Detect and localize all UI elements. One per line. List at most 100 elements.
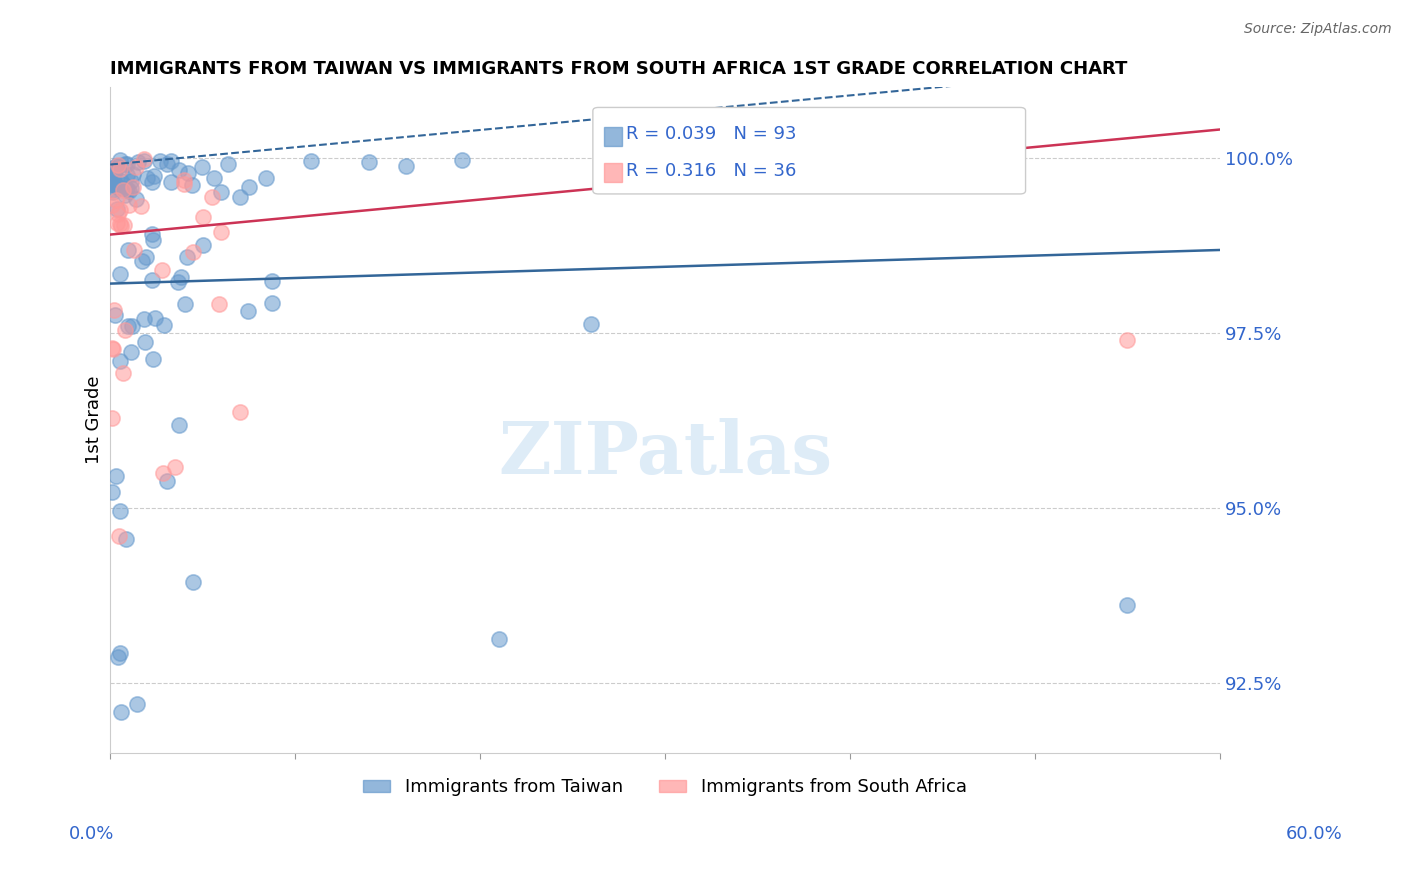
Point xyxy=(120,181,142,195)
Point xyxy=(115,182,138,196)
Point xyxy=(104,163,127,178)
Point xyxy=(107,649,129,664)
Text: 0.0%: 0.0% xyxy=(69,825,114,843)
Point xyxy=(125,192,148,206)
Point xyxy=(103,161,125,175)
Point xyxy=(152,318,174,333)
Point xyxy=(121,180,143,194)
Point xyxy=(229,190,252,204)
Point xyxy=(110,354,132,368)
Text: ZIPatlas: ZIPatlas xyxy=(498,418,832,489)
Point xyxy=(105,193,128,207)
Point xyxy=(125,161,148,175)
Text: 60.0%: 60.0% xyxy=(1286,825,1343,843)
Point xyxy=(156,157,179,171)
Point xyxy=(118,197,141,211)
Point xyxy=(131,253,153,268)
Point xyxy=(150,262,173,277)
Text: R = 0.316   N = 36: R = 0.316 N = 36 xyxy=(626,161,797,179)
Legend: Immigrants from Taiwan, Immigrants from South Africa: Immigrants from Taiwan, Immigrants from … xyxy=(356,772,974,804)
Point xyxy=(108,153,131,167)
Point xyxy=(101,342,124,356)
Point xyxy=(122,167,145,181)
Point xyxy=(1116,599,1139,613)
Point xyxy=(142,233,165,247)
Point xyxy=(108,528,131,542)
Point xyxy=(156,474,179,488)
Point xyxy=(117,157,139,171)
Point xyxy=(127,155,149,169)
Point xyxy=(254,171,277,186)
Point xyxy=(142,351,165,366)
Point xyxy=(105,216,128,230)
Point xyxy=(141,272,163,286)
Point xyxy=(121,319,143,334)
Point xyxy=(117,243,139,257)
Text: IMMIGRANTS FROM TAIWAN VS IMMIGRANTS FROM SOUTH AFRICA 1ST GRADE CORRELATION CHA: IMMIGRANTS FROM TAIWAN VS IMMIGRANTS FRO… xyxy=(110,60,1128,78)
Point xyxy=(160,175,183,189)
Point xyxy=(115,182,138,196)
Point xyxy=(450,153,472,167)
Point xyxy=(101,197,124,211)
Point xyxy=(110,219,132,233)
Point xyxy=(617,168,640,182)
Text: R = 0.039   N = 93: R = 0.039 N = 93 xyxy=(626,125,797,143)
Point xyxy=(108,181,131,195)
Point xyxy=(135,250,157,264)
Point xyxy=(103,308,125,322)
Text: Source: ZipAtlas.com: Source: ZipAtlas.com xyxy=(1244,22,1392,37)
Point xyxy=(129,199,152,213)
Point xyxy=(143,169,166,183)
Point xyxy=(107,159,129,173)
Point xyxy=(112,178,135,192)
Point xyxy=(101,177,124,191)
Point xyxy=(193,237,215,252)
Point xyxy=(114,157,136,171)
Point xyxy=(105,179,128,194)
Point xyxy=(228,405,250,419)
Point xyxy=(108,217,131,231)
FancyBboxPatch shape xyxy=(605,163,621,182)
Point xyxy=(238,180,260,194)
Point xyxy=(101,170,124,185)
Point xyxy=(117,318,139,333)
Point xyxy=(1116,334,1139,348)
Point xyxy=(101,186,124,200)
Point xyxy=(141,175,163,189)
Point xyxy=(103,303,125,318)
Point xyxy=(107,159,129,173)
Point xyxy=(395,159,418,173)
Point xyxy=(163,459,186,474)
Point xyxy=(115,168,138,182)
Point xyxy=(110,174,132,188)
Point xyxy=(135,170,157,185)
Point xyxy=(101,341,124,355)
Point xyxy=(579,317,602,331)
Point xyxy=(104,468,127,483)
Point xyxy=(183,244,205,259)
Point xyxy=(105,159,128,173)
Point xyxy=(101,410,124,425)
Point xyxy=(115,532,138,546)
Point xyxy=(110,267,132,281)
Point xyxy=(107,207,129,221)
Point xyxy=(167,275,190,289)
Point xyxy=(125,697,148,711)
Point xyxy=(103,178,125,192)
Point xyxy=(173,173,195,187)
Point xyxy=(101,168,124,182)
Point xyxy=(114,188,136,202)
Point xyxy=(217,157,239,171)
Point xyxy=(201,190,224,204)
Point xyxy=(208,296,231,310)
Point xyxy=(120,344,142,359)
Point xyxy=(101,183,124,197)
Point xyxy=(112,218,135,232)
Point xyxy=(209,185,232,199)
Point xyxy=(114,323,136,337)
Point xyxy=(101,484,124,499)
Point xyxy=(180,178,202,192)
Point xyxy=(103,167,125,181)
Point xyxy=(181,575,204,590)
Point xyxy=(191,210,214,224)
